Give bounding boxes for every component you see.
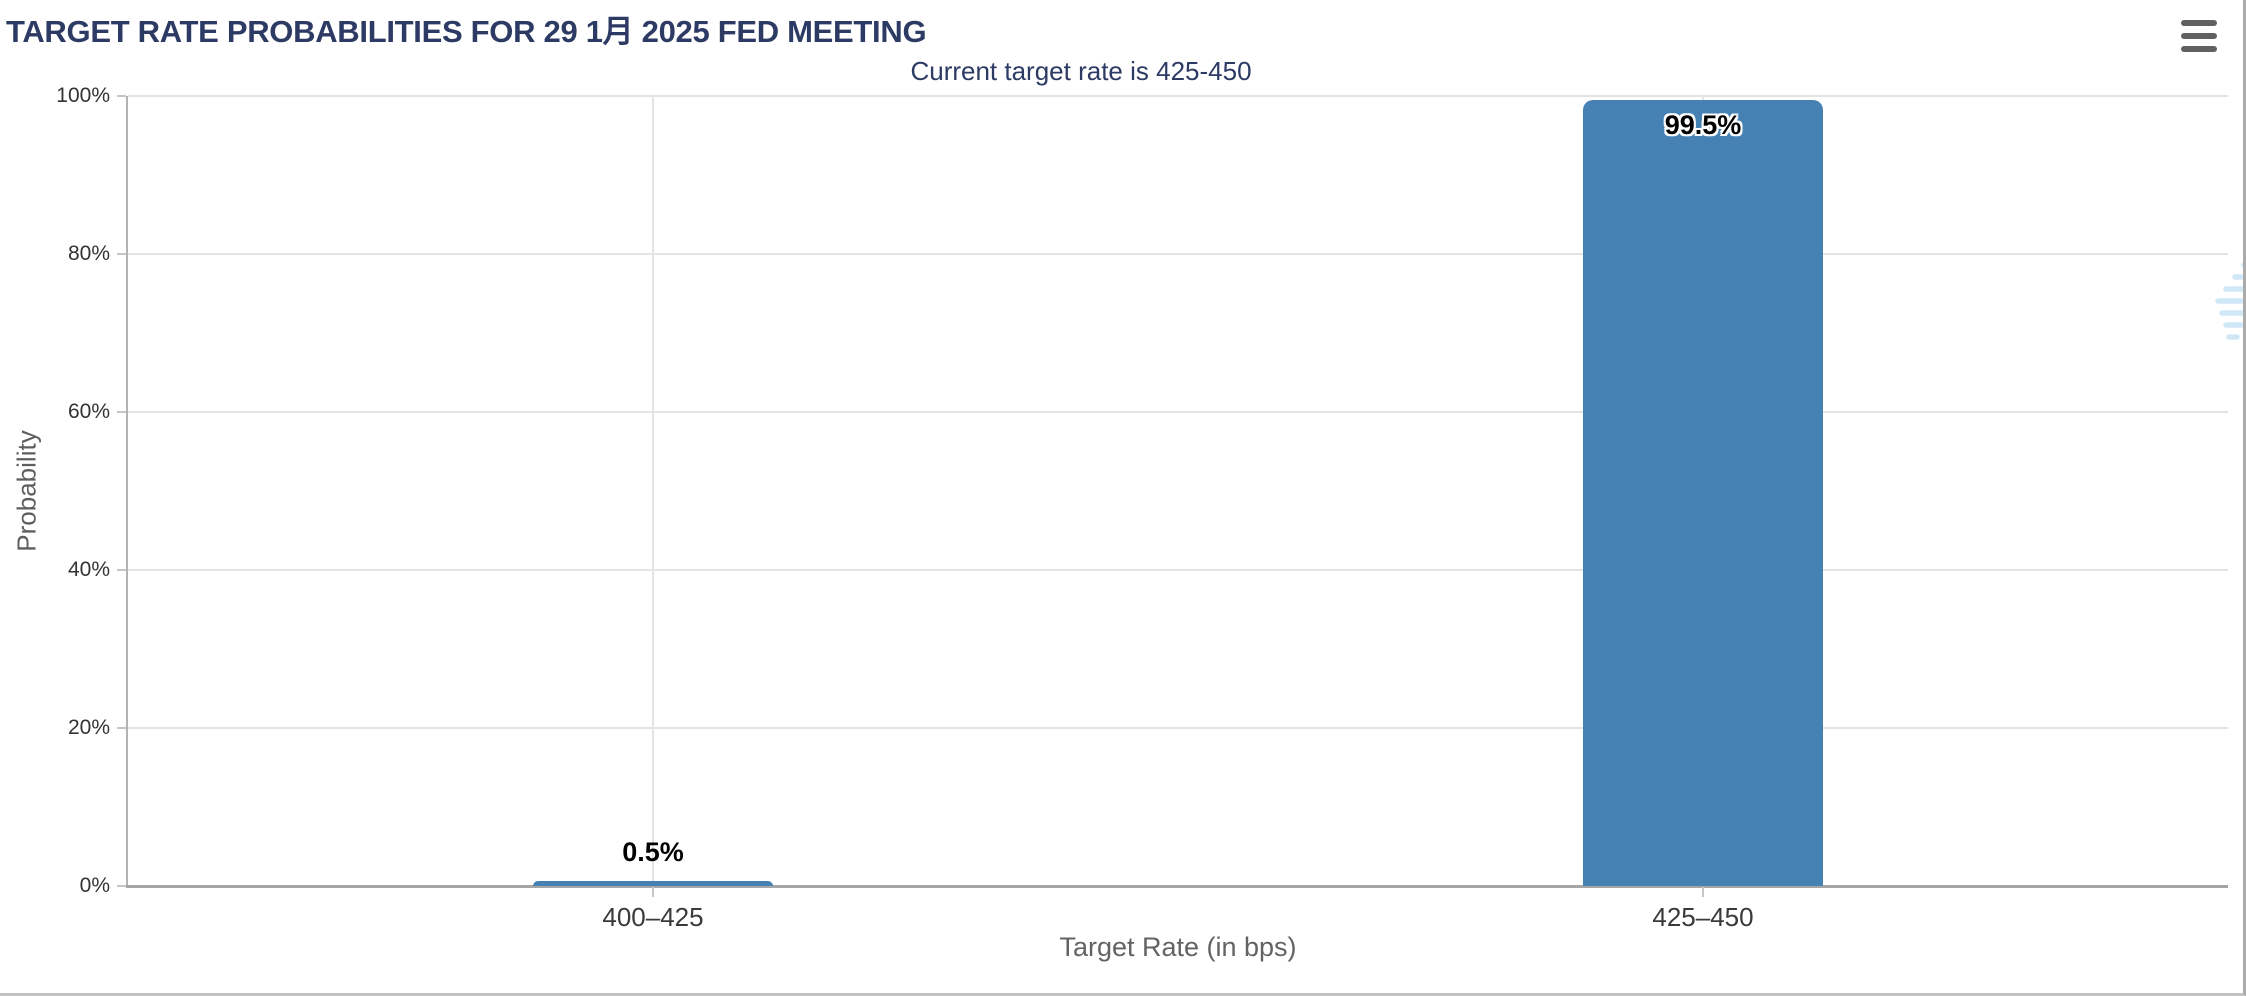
y-tick-mark — [117, 885, 126, 887]
y-tick-label: 40% — [67, 558, 110, 581]
y-tick-mark — [117, 95, 126, 97]
y-tick-mark — [117, 569, 126, 571]
x-axis-line — [126, 885, 2228, 888]
hamburger-bar — [2181, 46, 2217, 52]
x-tick-mark — [652, 887, 654, 897]
chart-title: TARGET RATE PROBABILITIES FOR 29 1月 2025… — [6, 14, 927, 49]
hamburger-bar — [2181, 33, 2217, 39]
chart-subtitle: Current target rate is 425-450 — [910, 56, 1252, 86]
bar-value-label: 0.5% — [622, 837, 684, 867]
y-axis-labels: 0% 20% 40% 60% 80% 100% — [0, 84, 114, 897]
h-gridline — [128, 253, 2228, 255]
y-tick-mark — [117, 411, 126, 413]
x-tick-label: 400–425 — [602, 902, 704, 932]
y-tick-mark — [117, 253, 126, 255]
h-gridline — [128, 411, 2228, 413]
quikstrike-watermark-logo: Q — [2215, 262, 2243, 340]
bar[interactable] — [533, 881, 773, 886]
plot-area: Q 0.5% 99.5% — [117, 95, 2243, 897]
hamburger-bar — [2181, 20, 2217, 26]
x-axis-title: Target Rate (in bps) — [1059, 932, 1297, 962]
x-tick-mark — [1702, 887, 1704, 897]
y-tick-label: 80% — [67, 242, 110, 265]
v-gridline — [652, 96, 654, 886]
bar[interactable] — [1583, 99, 1823, 886]
x-axis-labels: 400–425 425–450 — [128, 898, 2228, 934]
h-gridline — [128, 95, 2228, 97]
h-gridline — [128, 569, 2228, 571]
watermark-swoosh — [2215, 262, 2243, 340]
y-tick-label: 100% — [56, 84, 110, 107]
h-gridline — [128, 727, 2228, 729]
bar-value-label: 99.5% — [1664, 109, 1742, 140]
x-tick-label: 425–450 — [1652, 902, 1754, 932]
y-tick-label: 20% — [67, 716, 110, 739]
y-tick-label: 60% — [67, 400, 110, 423]
y-axis-line — [126, 96, 128, 886]
hamburger-menu-icon[interactable] — [2181, 20, 2217, 52]
y-tick-label: 0% — [79, 874, 110, 897]
y-tick-mark — [117, 727, 126, 729]
